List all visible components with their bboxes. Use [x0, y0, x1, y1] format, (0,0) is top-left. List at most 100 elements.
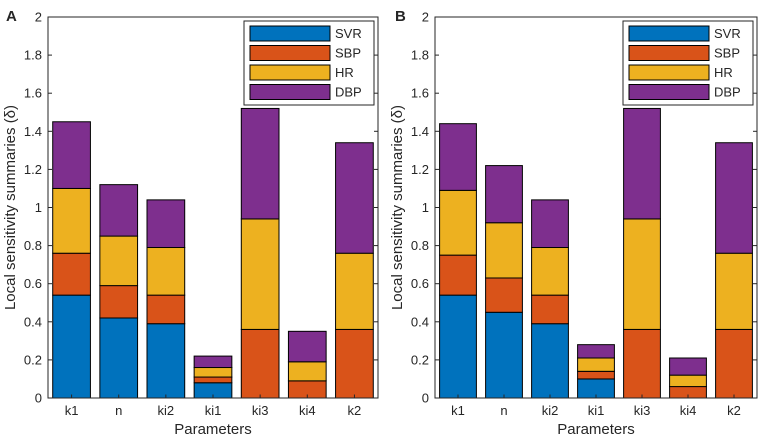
x-tick-label: ki4 — [299, 403, 316, 418]
legend-swatch-dbp — [628, 84, 710, 100]
x-tick-label: ki4 — [680, 403, 697, 418]
bar-segment-svr-ki2 — [531, 323, 569, 399]
legend-swatch-sbp — [628, 45, 710, 61]
bar-segment-hr-ki3 — [240, 218, 280, 330]
bar-segment-sbp-ki3 — [623, 328, 661, 399]
y-tick-label: 2 — [422, 10, 429, 25]
bar-segment-sbp-k2 — [715, 328, 753, 399]
y-tick-label: 0.2 — [24, 352, 42, 367]
y-tick-label: 2 — [35, 10, 42, 25]
panel-a: Ak1 n ki2 ki1 ki3 ki4 k2 0 0.2 0.4 0.6 0.8 1 1.2 1.4 1.… — [2, 8, 379, 438]
bar-segment-hr-k1 — [52, 187, 91, 254]
x-tick-label: ki2 — [158, 403, 175, 418]
x-tick-label: ki1 — [205, 403, 222, 418]
legend: SVR SBP HR DBP — [243, 20, 375, 106]
x-tick-label: ki1 — [588, 403, 605, 418]
x-tick-label: k1 — [65, 403, 79, 418]
legend-label-dbp: DBP — [335, 85, 362, 100]
bar-segment-sbp-n — [485, 277, 523, 313]
legend-label-hr: HR — [714, 65, 733, 80]
legend-swatch-svr — [249, 25, 331, 42]
bar-segment-hr-k2 — [335, 252, 374, 330]
legend-swatch-dbp — [249, 84, 331, 100]
panel-b: Bk1 n ki2 ki1 ki3 ki4 k2 0 0.2 0.4 0.6 0.8 1 1.2 1.4 1.… — [389, 8, 758, 438]
x-tick-label: ki2 — [542, 403, 559, 418]
bar-segment-dbp-ki4 — [287, 330, 327, 363]
y-tick-label: 0.8 — [411, 238, 429, 253]
bar-segment-svr-n — [485, 311, 523, 399]
legend-label-hr: HR — [335, 65, 354, 80]
x-tick-label: k2 — [348, 403, 362, 418]
bar-segment-sbp-ki2 — [146, 294, 186, 325]
y-tick-label: 1.8 — [411, 48, 429, 63]
bar-segment-dbp-k1 — [439, 123, 477, 191]
y-tick-label: 0.4 — [411, 314, 429, 329]
x-tick-label: ki3 — [252, 403, 269, 418]
bar-segment-hr-ki3 — [623, 218, 661, 330]
bar-segment-sbp-ki2 — [531, 294, 569, 325]
bar-segment-sbp-n — [99, 285, 139, 319]
bar-segment-dbp-ki4 — [669, 357, 707, 376]
legend: SVR SBP HR DBP — [622, 20, 754, 106]
bar-segment-hr-ki2 — [146, 247, 186, 296]
panel-label: B — [395, 8, 406, 25]
bar-segment-hr-ki2 — [531, 247, 569, 296]
y-tick-label: 1.8 — [24, 48, 42, 63]
bar-segment-dbp-ki1 — [193, 355, 233, 369]
y-tick-label: 0.6 — [24, 276, 42, 291]
legend-label-dbp: DBP — [714, 85, 741, 100]
legend-label-sbp: SBP — [714, 46, 740, 61]
bar-segment-svr-k1 — [439, 294, 477, 399]
bar-segment-dbp-k2 — [715, 142, 753, 254]
bar-segment-dbp-ki3 — [240, 107, 280, 220]
bar-segment-hr-n — [99, 235, 139, 287]
y-axis-label: Local sensitivity summaries (δ) — [2, 105, 19, 310]
y-tick-label: 1 — [35, 200, 42, 215]
y-tick-label: 0.4 — [24, 314, 42, 329]
bar-segment-dbp-ki1 — [577, 344, 615, 359]
y-tick-label: 1.6 — [24, 86, 42, 101]
y-tick-label: 1.4 — [24, 124, 42, 139]
x-tick-label: k1 — [451, 403, 465, 418]
bar-segment-svr-k1 — [52, 294, 91, 399]
y-tick-label: 1.2 — [411, 162, 429, 177]
bar-segment-hr-k2 — [715, 252, 753, 330]
legend-swatch-hr — [628, 64, 710, 81]
bar-segment-hr-n — [485, 222, 523, 279]
bar-segment-hr-ki4 — [287, 361, 327, 382]
y-tick-label: 0 — [422, 391, 429, 406]
x-axis-label: Parameters — [174, 421, 252, 438]
y-tick-label: 1.4 — [411, 124, 429, 139]
bar-segment-sbp-ki1 — [193, 376, 233, 384]
legend-swatch-svr — [628, 25, 710, 42]
x-tick-label: ki3 — [634, 403, 651, 418]
bar-segment-dbp-ki2 — [531, 199, 569, 249]
legend-swatch-hr — [249, 64, 331, 81]
bar-segment-dbp-n — [99, 184, 139, 237]
bar-segment-svr-n — [99, 317, 139, 399]
y-tick-label: 0.6 — [411, 276, 429, 291]
y-tick-label: 1.6 — [411, 86, 429, 101]
bar-segment-dbp-n — [485, 165, 523, 224]
y-axis-label: Local sensitivity summaries (δ) — [389, 105, 406, 310]
bar-segment-hr-ki1 — [193, 367, 233, 378]
y-tick-label: 0.8 — [24, 238, 42, 253]
bar-segment-sbp-k1 — [52, 252, 91, 296]
bar-segment-hr-ki1 — [577, 357, 615, 372]
bar-segment-dbp-ki3 — [623, 107, 661, 220]
bar-segment-sbp-ki3 — [240, 328, 280, 399]
bar-segment-dbp-k2 — [335, 142, 374, 254]
y-tick-label: 1 — [422, 200, 429, 215]
bar-segment-sbp-k1 — [439, 254, 477, 296]
legend-label-sbp: SBP — [335, 46, 361, 61]
legend-swatch-sbp — [249, 45, 331, 61]
x-tick-label: n — [500, 403, 507, 418]
x-tick-label: k2 — [727, 403, 741, 418]
panel-label: A — [6, 8, 17, 25]
legend-label-svr: SVR — [335, 26, 362, 41]
x-axis-label: Parameters — [557, 421, 635, 438]
y-tick-label: 0.2 — [411, 352, 429, 367]
y-tick-label: 1.2 — [24, 162, 42, 177]
y-tick-label: 0 — [35, 391, 42, 406]
